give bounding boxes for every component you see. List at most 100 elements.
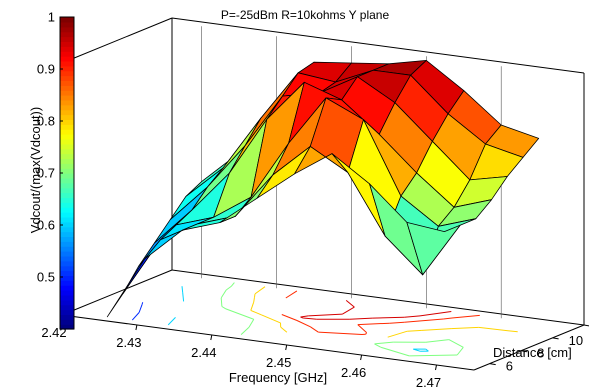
colorbar-band bbox=[60, 31, 74, 38]
colorbar-tick-label: 1 bbox=[48, 10, 55, 25]
colorbar-band bbox=[60, 90, 74, 96]
colorbar-band bbox=[60, 187, 74, 194]
contour-segment bbox=[456, 346, 464, 356]
colorbar-band bbox=[60, 197, 74, 203]
contour-segment bbox=[248, 319, 255, 328]
x-tick-mark bbox=[285, 344, 288, 351]
colorbar-band bbox=[60, 109, 74, 116]
contour-segment bbox=[389, 321, 405, 324]
x-tick-label: 2.46 bbox=[341, 365, 366, 380]
colorbar-band bbox=[60, 265, 74, 272]
colorbar-band bbox=[60, 124, 74, 130]
colorbar-band bbox=[60, 80, 74, 86]
colorbar-band bbox=[60, 177, 74, 184]
contour-segment bbox=[421, 328, 452, 331]
colorbar-band bbox=[60, 221, 74, 228]
axes-box-front bbox=[61, 314, 585, 371]
colorbar-band bbox=[60, 212, 74, 218]
colorbar-band bbox=[60, 138, 74, 145]
x-axis-label: Frequency [GHz] bbox=[229, 370, 327, 385]
colorbar-band bbox=[60, 99, 74, 106]
colorbar: 0.5 0.6 0.7 0.8 0.9 1 bbox=[37, 10, 75, 330]
contour-segment bbox=[478, 326, 518, 333]
x-tick-mark bbox=[435, 364, 437, 371]
contour-segment bbox=[374, 343, 381, 348]
contour-segment bbox=[296, 320, 311, 328]
y-tick-label: 6 bbox=[506, 359, 513, 374]
contour-segment bbox=[220, 289, 227, 299]
colorbar-band bbox=[60, 134, 74, 140]
colorbar-band bbox=[60, 119, 74, 125]
colorbar-band bbox=[60, 260, 74, 267]
box-floor-front-edge bbox=[473, 324, 585, 371]
colorbar-band bbox=[60, 148, 74, 155]
surface-plot bbox=[106, 60, 540, 318]
colorbar-band bbox=[60, 309, 74, 315]
contour-segment bbox=[387, 330, 408, 338]
colorbar-band bbox=[60, 216, 74, 223]
x-tick-label: 2.43 bbox=[116, 335, 141, 350]
y-tick-mark bbox=[521, 350, 528, 353]
colorbar-band bbox=[60, 129, 74, 135]
contour-segment bbox=[131, 312, 140, 321]
contour-segment bbox=[230, 282, 235, 287]
y-tick-label: 10 bbox=[569, 333, 583, 348]
colorbar-band bbox=[60, 70, 74, 77]
contour-segment bbox=[425, 339, 449, 343]
contour-segment bbox=[451, 314, 480, 319]
contour-segment bbox=[251, 318, 254, 320]
x-tick-label: 2.47 bbox=[416, 375, 441, 387]
colorbar-band bbox=[60, 168, 74, 174]
contour-segment bbox=[285, 290, 298, 299]
colorbar-band bbox=[60, 304, 74, 311]
colorbar-tick-label: 0.5 bbox=[37, 270, 55, 285]
colorbar-band bbox=[60, 60, 74, 67]
colorbar-band bbox=[60, 46, 74, 52]
contour-segment bbox=[318, 331, 363, 335]
colorbar-band bbox=[60, 275, 74, 281]
colorbar-band bbox=[60, 270, 74, 276]
contour-segment bbox=[250, 309, 262, 316]
contour-segment bbox=[404, 318, 444, 323]
contour-segment bbox=[349, 317, 373, 320]
colorbar-tick-label: 0.6 bbox=[37, 218, 55, 233]
colorbar-band bbox=[60, 114, 74, 120]
contour-segment bbox=[261, 314, 281, 324]
contour-segment bbox=[380, 346, 410, 357]
contour-segment bbox=[357, 322, 390, 326]
x-tick-mark bbox=[360, 354, 363, 361]
x-tick-mark bbox=[210, 334, 213, 341]
contour-segment bbox=[300, 315, 309, 318]
contour-segment bbox=[308, 313, 343, 317]
contour-segment bbox=[372, 316, 405, 319]
colorbar-band bbox=[60, 294, 74, 301]
y-tick-mark bbox=[583, 324, 589, 327]
contour-segment bbox=[225, 285, 232, 291]
colorbar-band bbox=[60, 104, 74, 111]
colorbar-band bbox=[60, 226, 74, 233]
contour-segment bbox=[365, 332, 368, 335]
colorbar-band bbox=[60, 41, 74, 47]
contour-segment bbox=[357, 324, 367, 333]
colorbar-band bbox=[60, 202, 74, 208]
colorbar-band bbox=[60, 143, 74, 150]
colorbar-band bbox=[60, 17, 74, 23]
colorbar-band bbox=[60, 241, 74, 247]
colorbar-band bbox=[60, 319, 74, 325]
box-floor-front-edge bbox=[61, 314, 475, 371]
colorbar-band bbox=[60, 51, 74, 57]
contour-segment bbox=[280, 326, 288, 333]
contour-segment bbox=[225, 308, 253, 320]
colorbar-band bbox=[60, 56, 74, 62]
colorbar-tick-label: 0.9 bbox=[37, 62, 55, 77]
box-top-edge bbox=[61, 17, 173, 64]
colorbar-band bbox=[60, 95, 74, 101]
x-tick-label: 2.45 bbox=[266, 355, 291, 370]
colorbar-band bbox=[60, 251, 74, 257]
contour-segment bbox=[182, 292, 185, 302]
contour-segment bbox=[181, 286, 184, 293]
colorbar-band bbox=[60, 236, 74, 242]
x-tick-mark bbox=[135, 324, 138, 331]
contour-segment bbox=[253, 297, 255, 303]
